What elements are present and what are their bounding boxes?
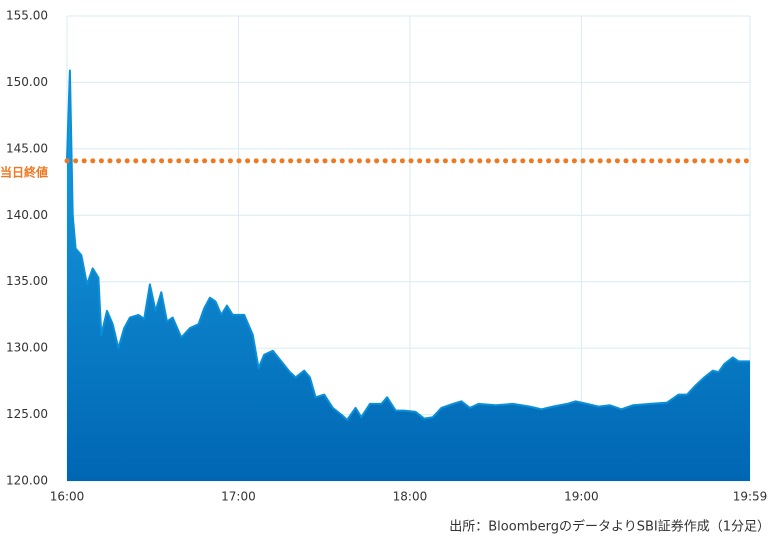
area-fill <box>67 70 750 481</box>
y-tick-label: 125.00 <box>6 407 48 421</box>
y-tick-label: 120.00 <box>6 474 48 488</box>
reference-label: 当日終値 <box>0 164 48 179</box>
x-tick-label: 17:00 <box>221 490 256 504</box>
x-tick-label: 16:00 <box>50 490 85 504</box>
y-tick-label: 145.00 <box>6 141 48 155</box>
y-tick-label: 155.00 <box>6 9 48 23</box>
y-tick-label: 130.00 <box>6 341 48 355</box>
y-tick-label: 140.00 <box>6 208 48 222</box>
x-tick-label: 19:00 <box>564 490 599 504</box>
source-note: 出所：BloombergのデータよりSBI証券作成（1分足） <box>449 519 770 535</box>
x-tick-label: 19:59 <box>733 490 768 504</box>
x-tick-label: 18:00 <box>393 490 428 504</box>
y-tick-label: 135.00 <box>6 274 48 288</box>
y-tick-label: 150.00 <box>6 75 48 89</box>
series-line <box>66 69 750 421</box>
